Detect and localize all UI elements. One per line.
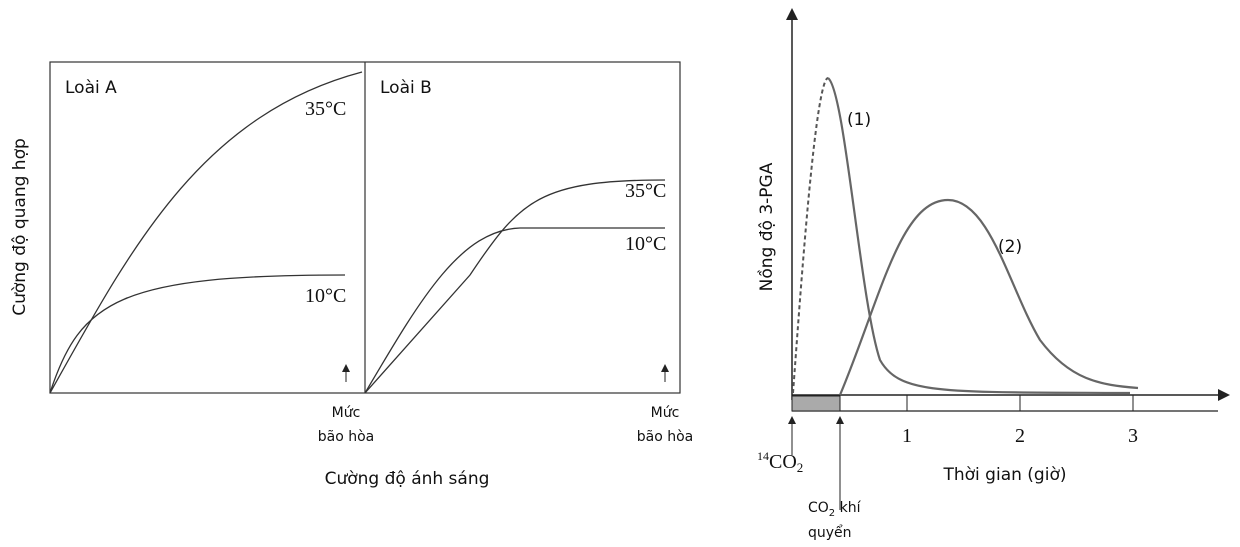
- curve-a-35: [49, 71, 363, 394]
- x-tick-label: 3: [1128, 425, 1138, 447]
- y-axis-label: Nồng độ 3-PGA: [756, 162, 777, 291]
- marker-label: bão hòa: [637, 429, 694, 445]
- marker-label: bão hòa: [318, 429, 375, 445]
- curve-1: [827, 77, 1131, 395]
- air-label: CO2 khí: [808, 500, 862, 519]
- curve-label: 10°C: [305, 285, 346, 307]
- dark-phase: [791, 395, 841, 412]
- x-tick-label: 2: [1015, 425, 1025, 447]
- marker-label: Mức: [651, 405, 680, 421]
- x-axis-label: Cường độ ánh sáng: [325, 469, 490, 489]
- curve-a-10: [49, 274, 346, 394]
- sup: 14: [757, 449, 769, 463]
- curve-b-35: [364, 179, 666, 394]
- curve-b-10: [364, 227, 665, 394]
- curve-label: 35°C: [305, 98, 346, 120]
- start-label: 14CO2: [757, 449, 803, 475]
- curve-2: [838, 198, 1139, 396]
- marker-label: Mức: [332, 405, 361, 421]
- curve-label: (1): [847, 110, 871, 130]
- curve-1-dashed: [792, 77, 829, 394]
- curve-label: 10°C: [625, 233, 666, 255]
- rest: khí: [835, 500, 861, 516]
- main: CO: [769, 451, 797, 473]
- sub: 2: [797, 460, 804, 475]
- x-axis-label: Thời gian (giờ): [943, 465, 1067, 485]
- curve-label: 35°C: [625, 180, 666, 202]
- sub: 2: [829, 508, 835, 519]
- main: CO: [808, 500, 829, 516]
- x-tick-label: 1: [902, 425, 912, 447]
- y-axis-label: Cường độ quang hợp: [10, 138, 30, 316]
- panel-label: Loài B: [380, 78, 432, 98]
- curve-label: (2): [998, 237, 1022, 257]
- air-label: quyển: [808, 524, 852, 541]
- panel-label: Loài A: [65, 78, 117, 98]
